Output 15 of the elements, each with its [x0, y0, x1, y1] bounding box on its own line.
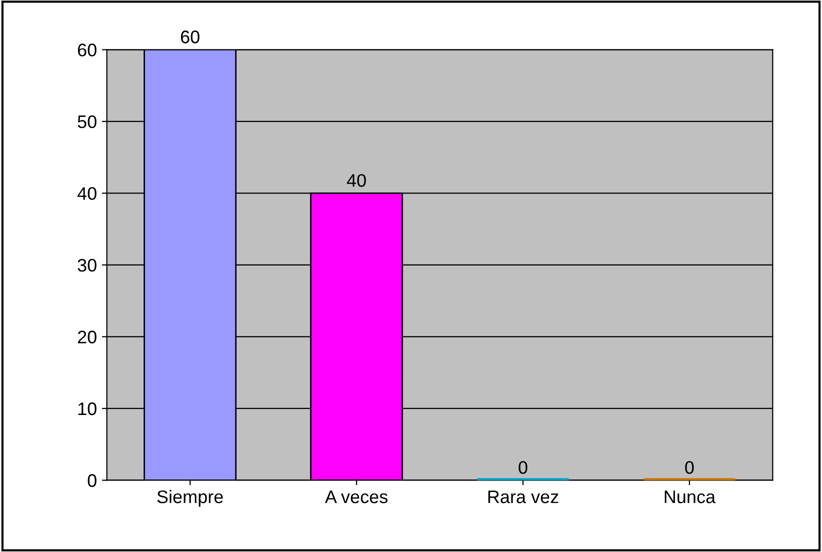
data-label: 60	[180, 30, 200, 44]
y-tick-label: 0	[88, 474, 96, 487]
data-label: 40	[346, 174, 366, 187]
data-label: 0	[685, 461, 694, 474]
y-tick-label: 30	[78, 258, 96, 272]
x-tick-label: Siempre	[157, 490, 223, 507]
y-tick-label: 10	[78, 402, 96, 416]
y-tick-label: 60	[78, 44, 96, 56]
x-tick-label: Nunca	[664, 490, 716, 504]
y-tick-label: 20	[78, 330, 96, 344]
x-tick-label: A veces	[324, 490, 388, 504]
data-label: 0	[518, 461, 528, 474]
y-tick-label: 50	[78, 115, 96, 128]
x-tick-label: Rara vez	[488, 490, 558, 504]
y-tick-label: 40	[77, 187, 96, 200]
